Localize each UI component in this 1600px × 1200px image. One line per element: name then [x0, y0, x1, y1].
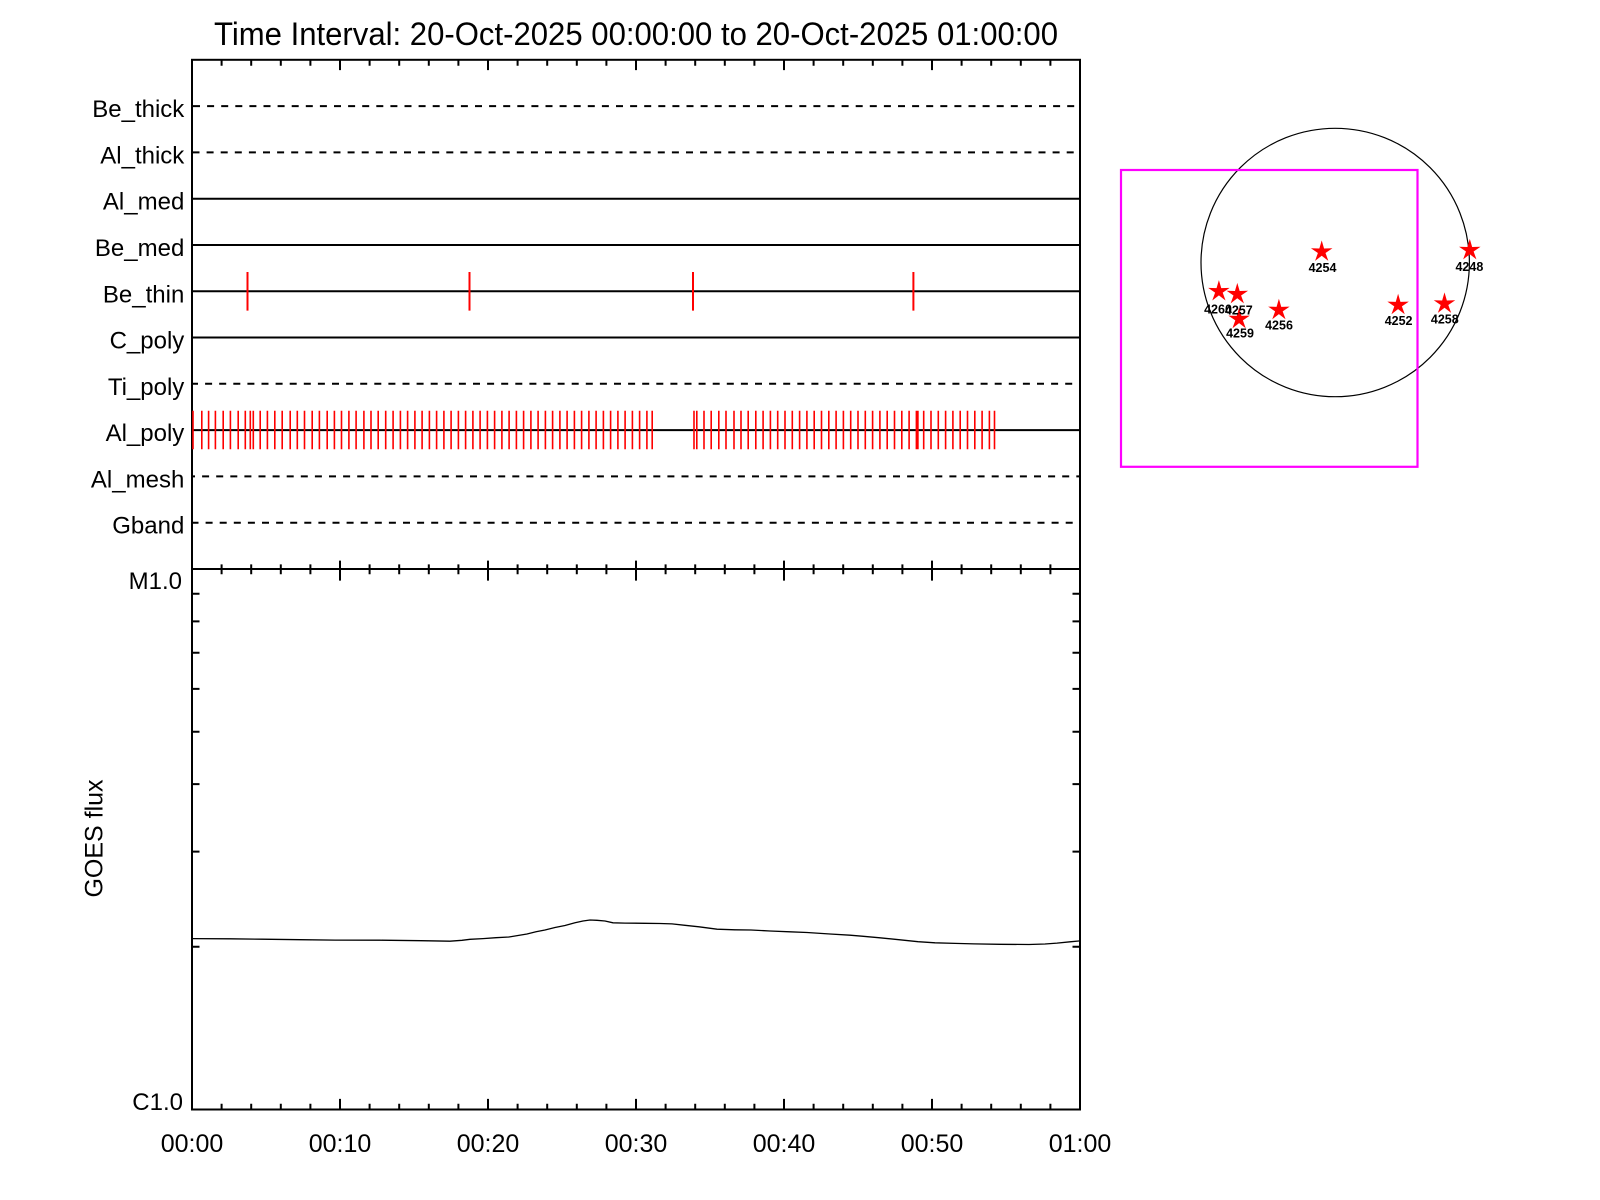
svg-text:Be_med: Be_med: [95, 235, 184, 262]
svg-text:00:10: 00:10: [309, 1130, 372, 1158]
svg-text:4254: 4254: [1309, 261, 1337, 275]
svg-text:4260: 4260: [1204, 303, 1232, 317]
svg-text:Ti_poly: Ti_poly: [108, 374, 184, 401]
svg-text:00:20: 00:20: [457, 1130, 520, 1158]
svg-text:Al_poly: Al_poly: [106, 420, 185, 447]
svg-text:00:00: 00:00: [161, 1130, 224, 1158]
svg-text:00:40: 00:40: [753, 1130, 816, 1158]
svg-text:01:00: 01:00: [1049, 1130, 1112, 1158]
svg-text:Time Interval: 20-Oct-2025 00:: Time Interval: 20-Oct-2025 00:00:00 to 2…: [214, 16, 1058, 52]
svg-text:Al_mesh: Al_mesh: [91, 466, 184, 493]
svg-text:4248: 4248: [1455, 260, 1483, 274]
svg-text:Be_thin: Be_thin: [103, 281, 184, 308]
svg-text:C1.0: C1.0: [132, 1089, 183, 1116]
svg-text:4256: 4256: [1265, 318, 1293, 332]
svg-text:M1.0: M1.0: [129, 568, 182, 595]
svg-text:4257: 4257: [1225, 303, 1253, 317]
svg-text:C_poly: C_poly: [110, 328, 185, 355]
svg-text:GOES flux: GOES flux: [81, 779, 109, 898]
svg-text:4252: 4252: [1385, 314, 1413, 328]
svg-text:Al_thick: Al_thick: [100, 142, 185, 169]
svg-text:4259: 4259: [1226, 327, 1254, 341]
svg-text:Gband: Gband: [112, 513, 184, 540]
svg-text:00:30: 00:30: [605, 1130, 668, 1158]
svg-text:00:50: 00:50: [901, 1130, 964, 1158]
svg-text:Al_med: Al_med: [103, 189, 184, 216]
svg-text:4258: 4258: [1431, 312, 1459, 326]
svg-text:Be_thick: Be_thick: [92, 96, 185, 123]
